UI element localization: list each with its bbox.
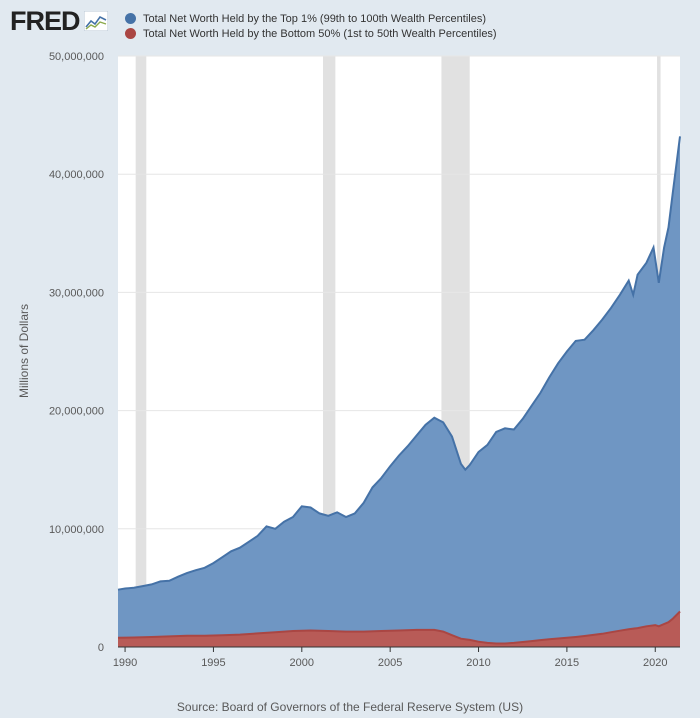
- bottom-50-percent-line[interactable]: [117, 610, 681, 645]
- legend-marker-top-1: [125, 13, 136, 24]
- recession-band: [323, 56, 336, 647]
- legend-label-top-1: Total Net Worth Held by the Top 1% (99th…: [143, 12, 487, 25]
- y-tick-label: 20,000,000: [49, 406, 104, 418]
- y-tick-label: 0: [98, 642, 104, 654]
- series-areas: [117, 136, 681, 648]
- legend-marker-bottom-50: [125, 28, 136, 39]
- bottom-50-percent-area[interactable]: [118, 611, 680, 648]
- y-tick-label: 10,000,000: [49, 524, 104, 536]
- x-tick-label: 1995: [201, 657, 225, 669]
- legend-item-top-1[interactable]: Total Net Worth Held by the Top 1% (99th…: [125, 11, 497, 26]
- chart: 0 10,000,000 20,000,000 30,000,000 40,000,00…: [17, 51, 681, 669]
- x-tick-label: 2020: [643, 657, 667, 669]
- y-tick-label: 40,000,000: [49, 169, 104, 181]
- axes: 0 10,000,000 20,000,000 30,000,000 40,000,00…: [49, 51, 680, 669]
- x-tick-label: 2010: [466, 657, 490, 669]
- recession-band: [135, 56, 147, 647]
- grid-lines: [118, 55, 680, 530]
- y-tick-label: 30,000,000: [49, 287, 104, 299]
- y-tick-label: 50,000,000: [49, 51, 104, 63]
- fred-logo[interactable]: FRED: [10, 6, 108, 36]
- x-tick-label: 2000: [290, 657, 314, 669]
- x-tick-label: 2005: [378, 657, 402, 669]
- legend: Total Net Worth Held by the Top 1% (99th…: [125, 11, 497, 41]
- line-chart-icon: [83, 11, 108, 31]
- x-tick-label: 2015: [555, 657, 579, 669]
- header: FRED Total Net Worth Held by the Top 1% …: [0, 0, 700, 48]
- top-1-percent-line[interactable]: [117, 136, 681, 591]
- y-axis-label: Millions of Dollars: [17, 304, 31, 398]
- x-tick-label: 1990: [113, 657, 137, 669]
- legend-label-bottom-50: Total Net Worth Held by the Bottom 50% (…: [143, 27, 497, 40]
- top-1-percent-area[interactable]: [118, 136, 680, 647]
- logo-text: FRED: [10, 6, 80, 36]
- source-note: Source: Board of Governors of the Federa…: [176, 700, 524, 714]
- legend-item-bottom-50[interactable]: Total Net Worth Held by the Bottom 50% (…: [125, 26, 497, 41]
